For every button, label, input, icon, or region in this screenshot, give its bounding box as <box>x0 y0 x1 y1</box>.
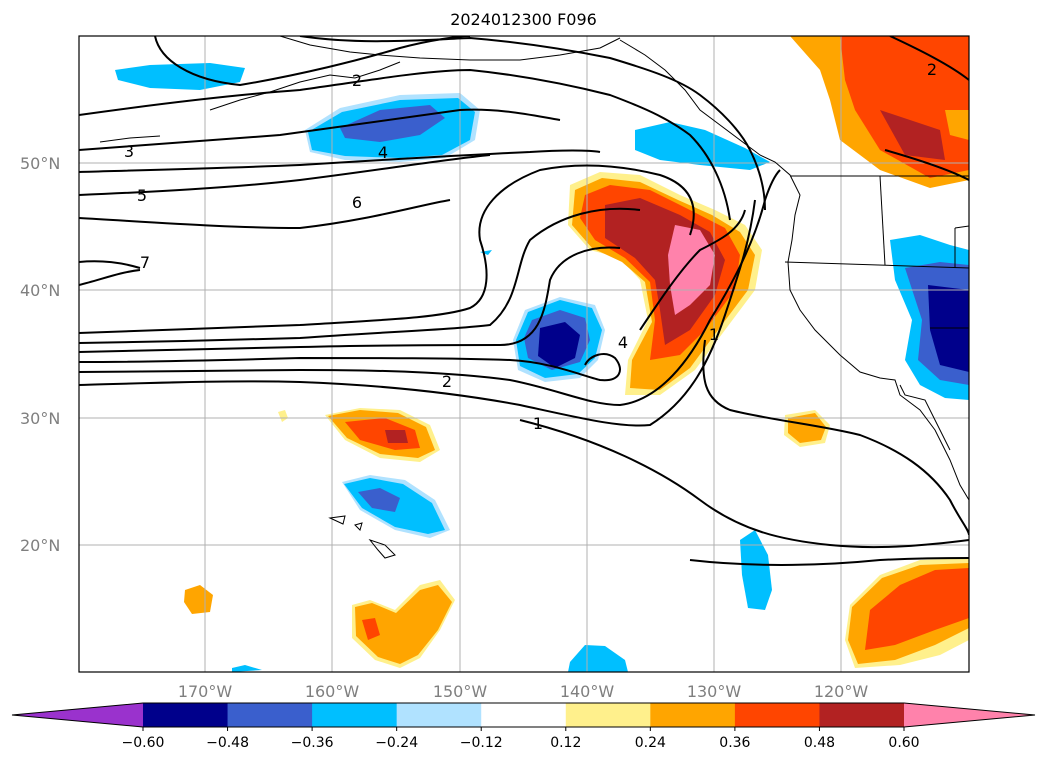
lon-label: 150°W <box>433 682 488 701</box>
colorbar-tick-label: −0.24 <box>375 735 418 751</box>
colorbar-tick-label: 0.36 <box>719 735 750 751</box>
colorbar-tick-label: −0.36 <box>291 735 334 751</box>
lat-label: 30°N <box>20 409 60 428</box>
contour-label: 4 <box>378 143 388 162</box>
colorbar: −0.60 −0.48 −0.36 −0.24 −0.12 0.12 0.24 0.36 0.4… <box>11 702 1036 751</box>
latitude-labels: 50°N 40°N 30°N 20°N <box>20 154 60 555</box>
colorbar-swatch <box>481 703 567 727</box>
contour-label: 2 <box>352 71 362 90</box>
contour-label: 2 <box>442 372 452 391</box>
lat-label: 20°N <box>20 536 60 555</box>
colorbar-tick-label: 0.12 <box>550 735 581 751</box>
colorbar-arrow-high <box>904 703 1035 727</box>
lat-label: 50°N <box>20 154 60 173</box>
map-title: 2024012300 F096 <box>450 10 597 29</box>
colorbar-swatch <box>396 703 482 727</box>
colorbar-tick-label: 0.24 <box>635 735 666 751</box>
colorbar-swatch <box>819 703 905 727</box>
contour-lines <box>79 36 969 566</box>
colorbar-tick-label: 0.60 <box>888 735 919 751</box>
contour-label: 5 <box>137 186 147 205</box>
lon-label: 160°W <box>305 682 360 701</box>
colorbar-tick-label: 0.48 <box>804 735 835 751</box>
colorbar-swatch <box>650 703 736 727</box>
longitude-labels: 170°W 160°W 150°W 140°W 130°W 120°W <box>178 682 869 701</box>
contour-label: 6 <box>352 193 362 212</box>
contour-label-group: 2 3 4 5 6 7 2 1 4 1 2 <box>124 60 937 433</box>
colorbar-swatch <box>565 703 651 727</box>
negative-anomaly-nw <box>115 63 245 90</box>
colorbar-swatch <box>312 703 398 727</box>
colorbar-tick-label: −0.12 <box>460 735 503 751</box>
contour-label: 1 <box>533 414 543 433</box>
colorbar-swatch <box>227 703 313 727</box>
colorbar-swatch <box>143 703 229 727</box>
contour-label: 3 <box>124 142 134 161</box>
lon-label: 130°W <box>687 682 742 701</box>
lat-label: 40°N <box>20 281 60 300</box>
contour-label: 1 <box>709 325 719 344</box>
graticule <box>79 36 969 672</box>
contour-label: 4 <box>618 333 628 352</box>
coastlines <box>99 36 969 559</box>
colorbar-tick-label: −0.48 <box>206 735 249 751</box>
contour-label: 2 <box>927 60 937 79</box>
map-frame <box>78 35 970 673</box>
contour-label: 7 <box>140 253 150 272</box>
colorbar-swatch <box>734 703 820 727</box>
colorbar-arrow-low <box>12 703 143 727</box>
lon-label: 140°W <box>560 682 615 701</box>
colorbar-tick-label: −0.60 <box>122 735 165 751</box>
lon-label: 170°W <box>178 682 233 701</box>
lon-label: 120°W <box>814 682 869 701</box>
